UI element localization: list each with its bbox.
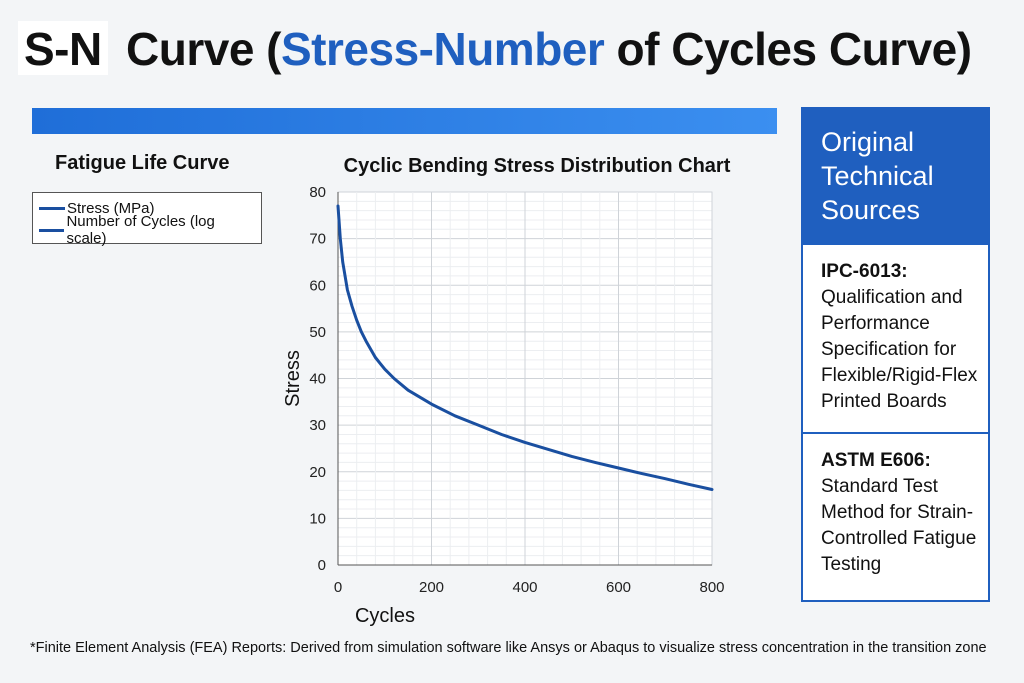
x-tick-label: 0 [334, 579, 342, 596]
chart-legend: Stress (MPa) Number of Cycles (log scale… [32, 192, 262, 247]
y-tick-label: 70 [309, 231, 326, 248]
y-tick-label: 0 [318, 557, 326, 574]
source-description: Standard Test Method for Strain-Controll… [821, 476, 977, 575]
legend-swatch-line-icon [39, 228, 65, 232]
legend-label-stress: Stress (MPa) [67, 199, 155, 217]
source-item: IPC-6013: Qualification and Performance … [803, 245, 988, 434]
y-tick-label: 50 [309, 324, 326, 341]
series-line-stress [336, 204, 714, 491]
y-tick-label: 30 [309, 417, 326, 434]
header-accent-bar [32, 108, 777, 134]
technical-sources-panel: Original Technical Sources IPC-6013: Qua… [801, 107, 990, 602]
y-axis-label: Stress [282, 350, 304, 407]
footnote: *Finite Element Analysis (FEA) Reports: … [30, 640, 987, 656]
source-description: Qualification and Performance Specificat… [821, 287, 978, 412]
x-axis-label: Cycles [355, 605, 415, 627]
x-tick-label: 200 [419, 579, 444, 596]
legend-swatch-line-icon [39, 206, 65, 210]
sources-heading: Original Technical Sources [803, 109, 988, 245]
legend-item-stress: Stress (MPa) [39, 197, 255, 219]
fatigue-life-heading: Fatigue Life Curve [55, 152, 230, 174]
chart-title: Cyclic Bending Stress Distribution Chart [344, 155, 731, 177]
x-tick-label: 400 [512, 579, 537, 596]
source-code: ASTM E606: [821, 450, 931, 471]
y-tick-label: 80 [309, 184, 326, 201]
source-code: IPC-6013: [821, 261, 908, 282]
title-text-1: Curve ( [113, 23, 282, 75]
legend-item-cycles: Number of Cycles (log scale) [39, 213, 255, 247]
y-tick-label: 10 [309, 510, 326, 527]
y-tick-label: 20 [309, 464, 326, 481]
x-tick-label: 800 [699, 579, 724, 596]
source-item: ASTM E606: Standard Test Method for Stra… [803, 434, 988, 578]
title-sn: S-N [18, 21, 108, 75]
title-text-2: of Cycles Curve) [604, 23, 973, 75]
y-tick-label: 40 [309, 371, 326, 388]
y-tick-label: 60 [309, 277, 326, 294]
title-highlight: Stress-Number [281, 23, 605, 75]
legend-label-cycles: Number of Cycles (log scale) [66, 213, 215, 247]
x-tick-label: 600 [606, 579, 631, 596]
page-title: S-N Curve (Stress-Number of Cycles Curve… [18, 21, 973, 76]
